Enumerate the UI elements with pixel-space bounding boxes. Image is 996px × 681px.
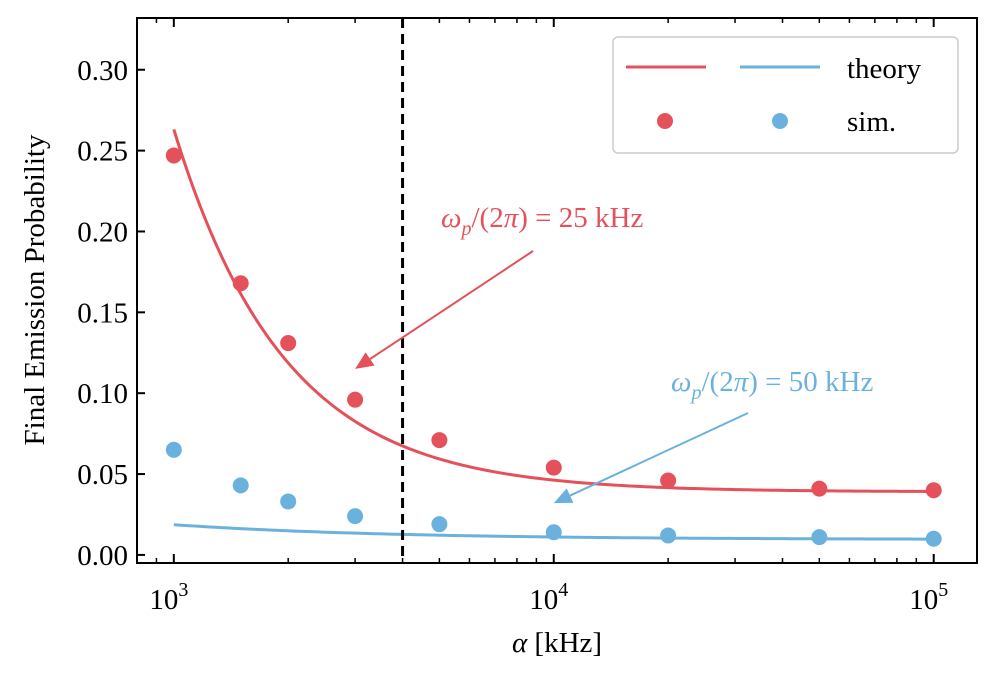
legend-sim-50khz-swatch (772, 113, 788, 129)
sim-point-25khz (811, 480, 828, 497)
y-tick-label: 0.00 (77, 540, 128, 572)
annotation-50khz-arrow-head (553, 488, 574, 504)
sim-points-50khz-group (165, 441, 942, 547)
sim-point-25khz (347, 391, 364, 408)
legend: theory sim. (612, 36, 959, 154)
legend-sim-25khz-swatch (657, 113, 673, 129)
theory-line-25khz (172, 128, 934, 493)
y-tick-label: 0.10 (77, 378, 128, 410)
y-tick-label: 0.25 (77, 136, 128, 168)
sim-point-50khz (280, 493, 297, 510)
sim-point-50khz (232, 477, 249, 494)
sim-point-25khz (165, 147, 182, 164)
sim-point-25khz (925, 482, 942, 499)
y-tick-label: 0.30 (77, 55, 128, 87)
x-axis-unit: [kHz] (527, 627, 602, 659)
y-tick-label: 0.15 (77, 297, 128, 329)
x-tick-label: 105 (909, 579, 948, 616)
sim-point-50khz (925, 530, 942, 547)
annotation-50khz: ωp/(2π) = 50 kHz (553, 366, 873, 504)
theory-line-25khz-group (172, 128, 934, 493)
annotation-25khz-text: ωp/(2π) = 25 kHz (441, 202, 643, 240)
annotation-25khz-arrow-shaft (369, 250, 534, 360)
annotation-25khz: ωp/(2π) = 25 kHz (355, 202, 643, 369)
legend-theory-label: theory (847, 53, 922, 85)
sim-point-50khz (347, 508, 364, 525)
x-tick-label: 104 (529, 579, 568, 616)
sim-point-25khz (431, 432, 448, 449)
annotation-50khz-text: ωp/(2π) = 50 kHz (671, 366, 873, 404)
sim-point-25khz (660, 472, 677, 489)
sim-point-25khz (232, 275, 249, 292)
x-axis-label: α [kHz] (512, 627, 602, 659)
annotation-50khz-arrow-shaft (569, 412, 749, 497)
legend-sim-label: sim. (847, 106, 896, 138)
y-ticks-group: 0.00 0.05 0.10 0.15 0.20 0.25 0.30 (77, 55, 145, 572)
sim-point-50khz (165, 441, 182, 458)
y-tick-label: 0.20 (77, 216, 128, 248)
sim-point-25khz (280, 335, 297, 352)
x-ticks-group: 103 104 105 (136, 18, 948, 616)
sim-point-50khz (811, 529, 828, 546)
x-axis-var: α (512, 627, 528, 659)
plot-frame (136, 17, 978, 564)
sim-point-50khz (660, 527, 677, 544)
y-tick-label: 0.05 (77, 459, 128, 491)
y-axis-label: Final Emission Probability (19, 134, 51, 445)
annotation-25khz-arrow-head (355, 352, 375, 369)
sim-point-25khz (545, 459, 562, 476)
x-tick-label: 103 (149, 579, 188, 616)
sim-point-50khz (431, 516, 448, 533)
sim-point-50khz (545, 524, 562, 541)
sim-points-25khz-group (165, 147, 942, 499)
